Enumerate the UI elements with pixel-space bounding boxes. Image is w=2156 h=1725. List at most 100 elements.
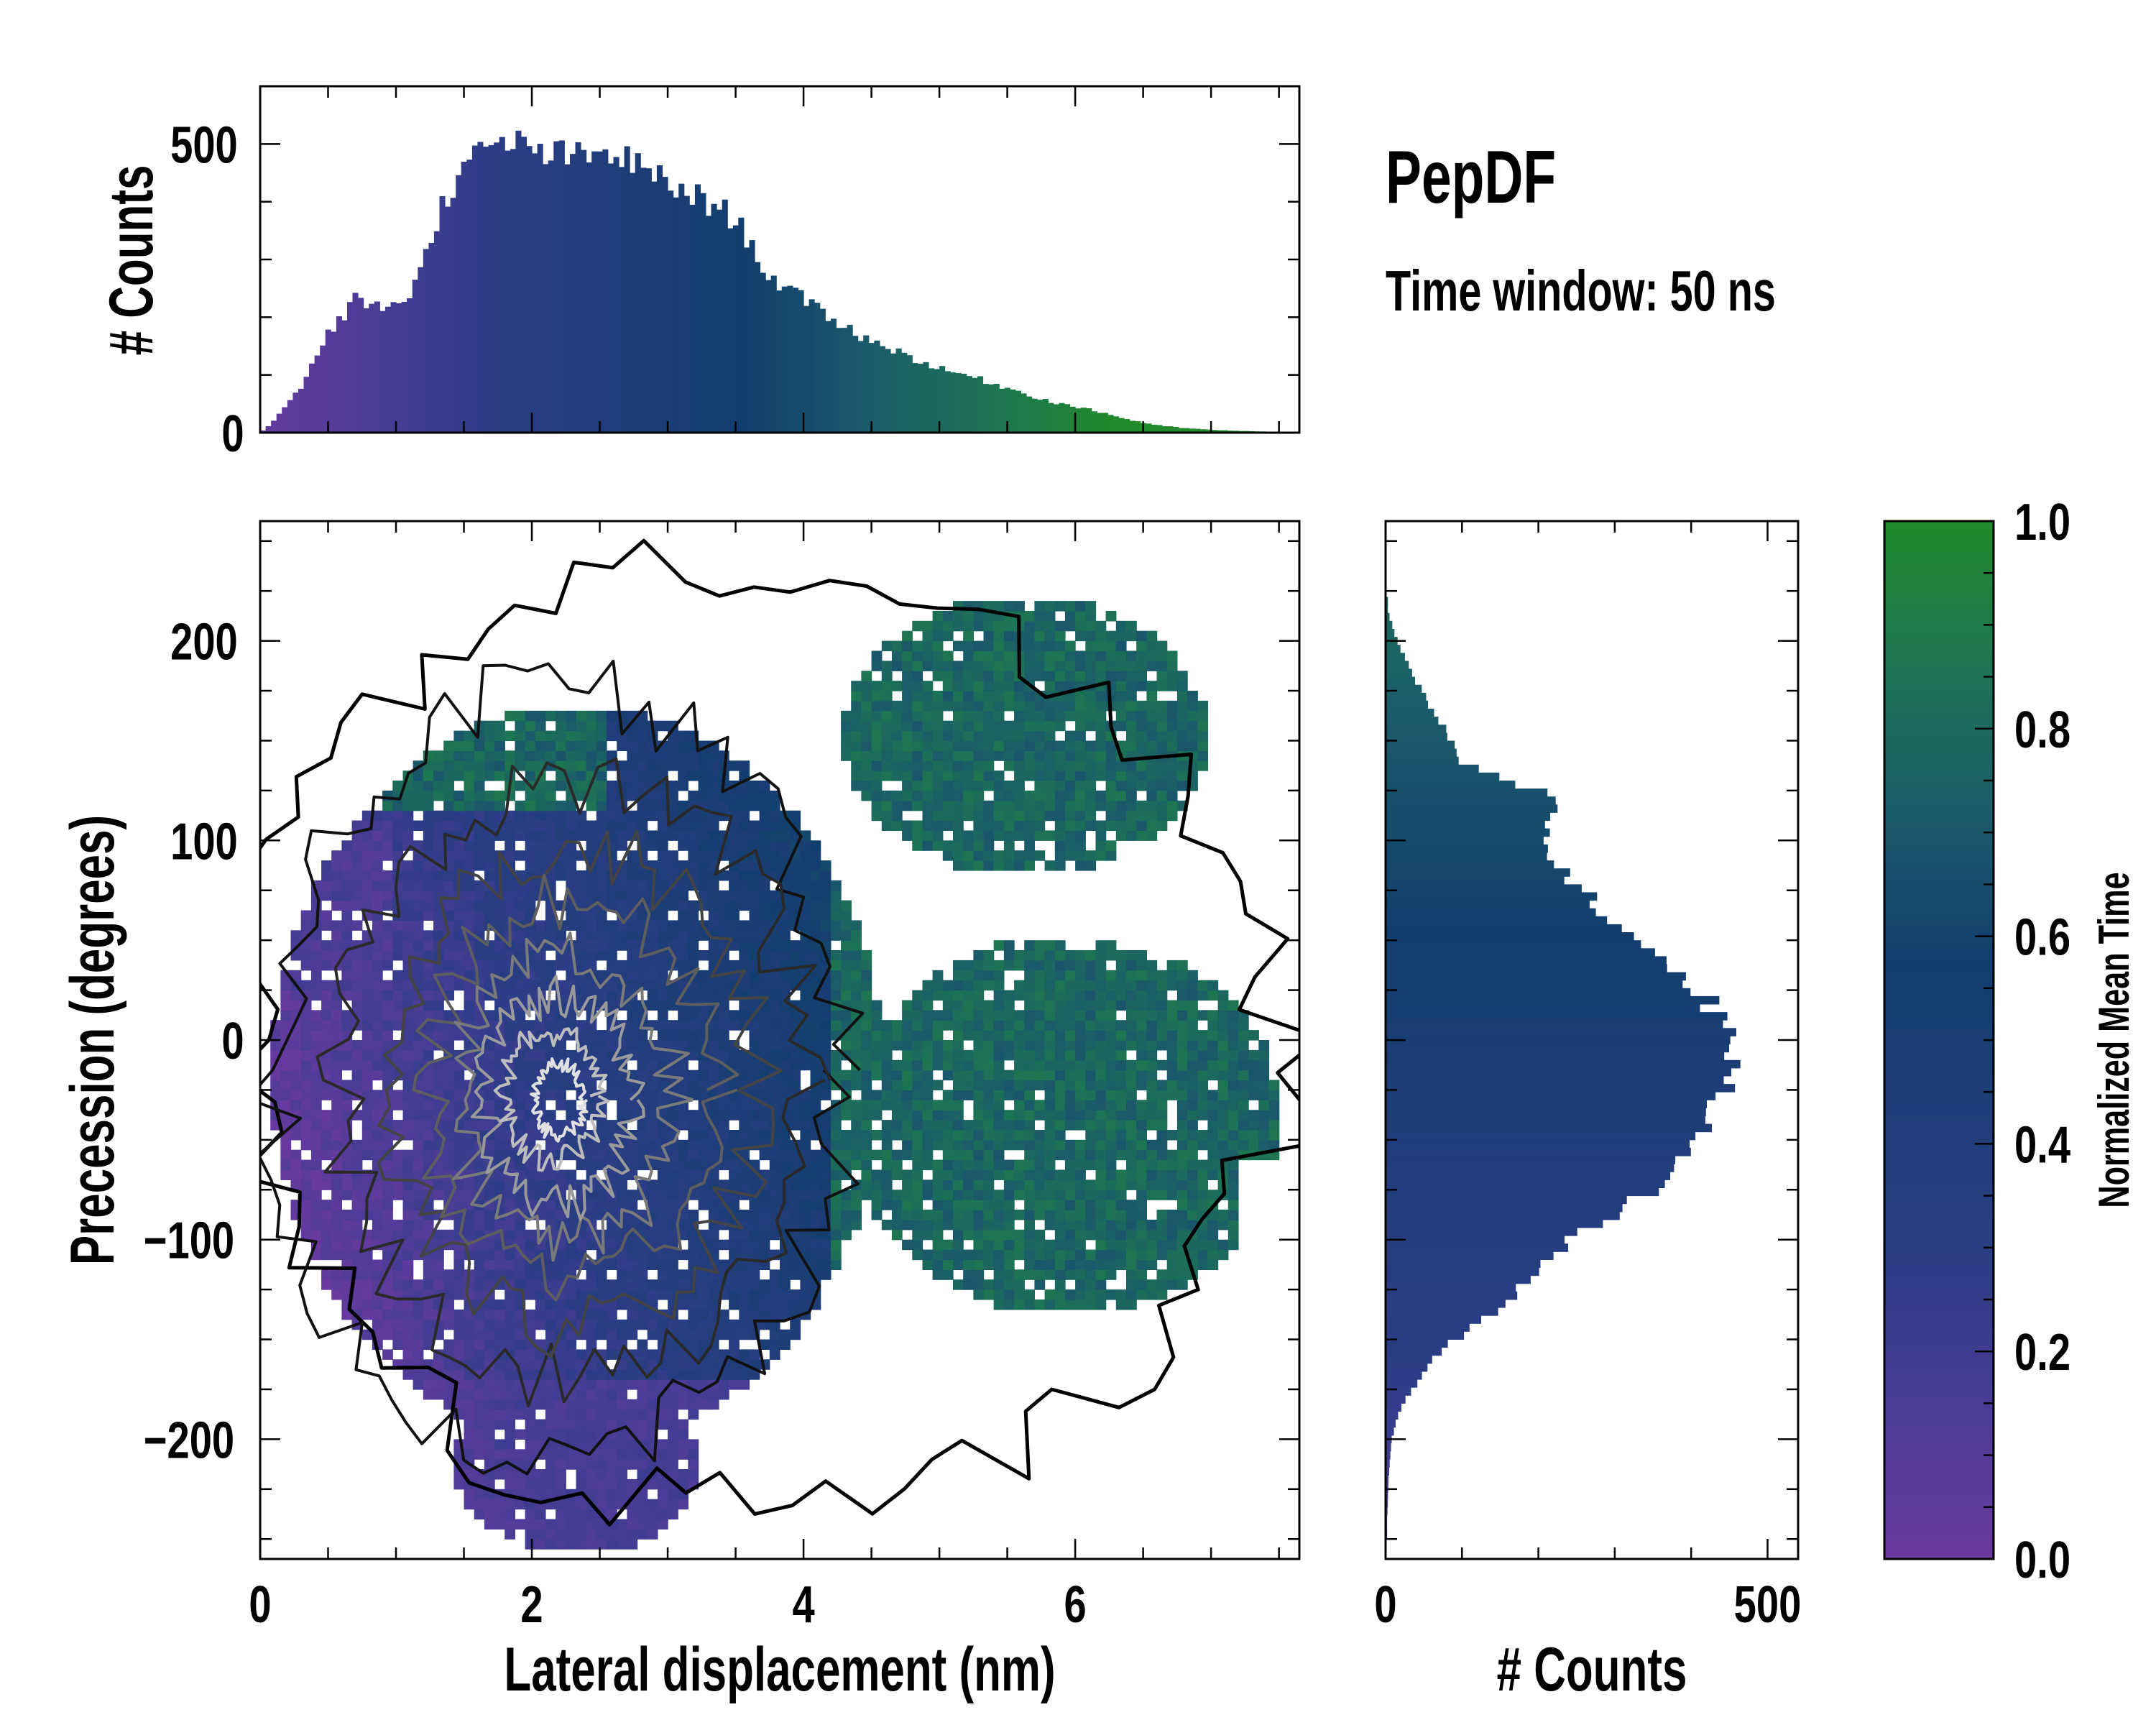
heatmap-cell <box>617 870 627 881</box>
heatmap-cell <box>749 1040 760 1051</box>
heatmap-cell <box>310 1169 322 1180</box>
heatmap-cell <box>688 940 699 951</box>
heatmap-cell <box>1126 1139 1137 1151</box>
heatmap-cell <box>586 1100 597 1110</box>
heatmap-cell <box>1064 1049 1076 1061</box>
heatmap-cell <box>392 1309 404 1320</box>
heatmap-cell <box>351 1239 363 1251</box>
heatmap-cell <box>983 1190 995 1200</box>
heatmap-cell <box>545 1020 556 1031</box>
heatmap-cell <box>535 930 546 941</box>
heatmap-cell <box>331 1279 342 1290</box>
heatmap-cell <box>627 790 638 801</box>
heatmap-cell <box>1146 1179 1158 1190</box>
heatmap-cell <box>617 1539 627 1550</box>
heatmap-cell <box>830 1020 842 1031</box>
heatmap-cell <box>871 1020 883 1031</box>
heatmap-cell <box>688 860 699 871</box>
heatmap-cell <box>820 860 831 871</box>
heatmap-cell <box>942 611 954 622</box>
heatmap-cell <box>402 1289 414 1300</box>
heatmap-cell <box>484 900 495 911</box>
heatmap-cell <box>1146 1020 1158 1031</box>
heatmap-cell <box>647 770 658 781</box>
heatmap-cell <box>739 790 750 801</box>
heatmap-cell <box>1034 1229 1046 1241</box>
heatmap-cell <box>1095 671 1107 681</box>
heatmap-cell <box>321 1139 332 1151</box>
heatmap-cell <box>392 1020 404 1031</box>
heatmap-cell <box>484 810 495 822</box>
heatmap-cell <box>637 880 648 891</box>
heatmap-cell <box>769 900 780 911</box>
heatmap-cell <box>1095 1159 1107 1171</box>
heatmap-cell <box>402 1120 414 1131</box>
heatmap-cell <box>413 1309 424 1320</box>
heatmap-cell <box>505 750 515 761</box>
heatmap-cell <box>963 840 974 851</box>
heatmap-cell <box>810 1229 821 1241</box>
heatmap-cell <box>963 740 974 751</box>
heatmap-cell <box>556 1080 566 1090</box>
heatmap-cell <box>627 970 638 981</box>
heatmap-cell <box>402 1080 414 1090</box>
heatmap-cell <box>942 1139 954 1151</box>
heatmap-cell <box>1136 730 1147 742</box>
heatmap-cell <box>637 1519 648 1530</box>
heatmap-cell <box>586 1399 597 1410</box>
heatmap-cell <box>515 1449 526 1460</box>
heatmap-cell <box>1126 620 1137 632</box>
heatmap-cell <box>637 1419 648 1430</box>
heatmap-cell <box>688 1439 699 1450</box>
heatmap-cell <box>953 1049 964 1061</box>
heatmap-cell <box>769 1200 780 1210</box>
heatmap-cell <box>515 1090 526 1100</box>
heatmap-cell <box>310 1159 322 1171</box>
heatmap-cell <box>1095 1279 1107 1290</box>
heatmap-cell <box>545 800 556 811</box>
heatmap-cell <box>1034 850 1046 861</box>
heatmap-cell <box>361 1110 373 1121</box>
heatmap-cell <box>881 1090 893 1100</box>
heatmap-cell <box>372 980 383 991</box>
heatmap-cell <box>963 1149 974 1161</box>
heatmap-cell <box>1146 1279 1158 1290</box>
heatmap-cell <box>1014 1159 1025 1171</box>
heatmap-cell <box>993 1070 1005 1081</box>
heatmap-cell <box>963 700 974 712</box>
heatmap-cell <box>953 990 964 1001</box>
heatmap-cell <box>310 940 322 951</box>
heatmap-cell <box>1085 820 1097 831</box>
heatmap-cell <box>688 910 699 921</box>
heatmap-cell <box>290 1000 302 1011</box>
heatmap-cell <box>678 1040 688 1051</box>
heatmap-cell <box>556 1259 566 1270</box>
heatmap-cell <box>505 880 515 891</box>
heatmap-cell <box>800 1289 811 1300</box>
heatmap-cell <box>963 781 974 791</box>
heatmap-cell <box>566 1419 577 1430</box>
heatmap-cell <box>515 1339 526 1350</box>
heatmap-cell <box>1044 1110 1056 1121</box>
heatmap-cell <box>1126 1269 1137 1280</box>
heatmap-cell <box>810 860 821 871</box>
heatmap-cell <box>891 1059 903 1071</box>
heatmap-cell <box>535 1429 546 1440</box>
heatmap-cell <box>891 640 903 652</box>
heatmap-cell <box>423 1130 434 1141</box>
heatmap-cell <box>331 860 342 871</box>
heatmap-cell <box>392 1049 404 1061</box>
heatmap-cell <box>300 1229 312 1241</box>
heatmap-cell <box>688 1369 699 1380</box>
heatmap-cell <box>718 910 729 921</box>
heatmap-cell <box>596 790 607 801</box>
heatmap-cell <box>942 740 954 751</box>
heatmap-cell <box>902 1110 913 1121</box>
heatmap-cell <box>851 1040 862 1051</box>
heatmap-cell <box>1115 1210 1127 1220</box>
heatmap-cell <box>729 830 740 841</box>
heatmap-cell <box>1075 1159 1086 1171</box>
heatmap-cell <box>270 1030 281 1041</box>
heatmap-cell <box>657 880 668 891</box>
heatmap-cell <box>515 720 526 732</box>
